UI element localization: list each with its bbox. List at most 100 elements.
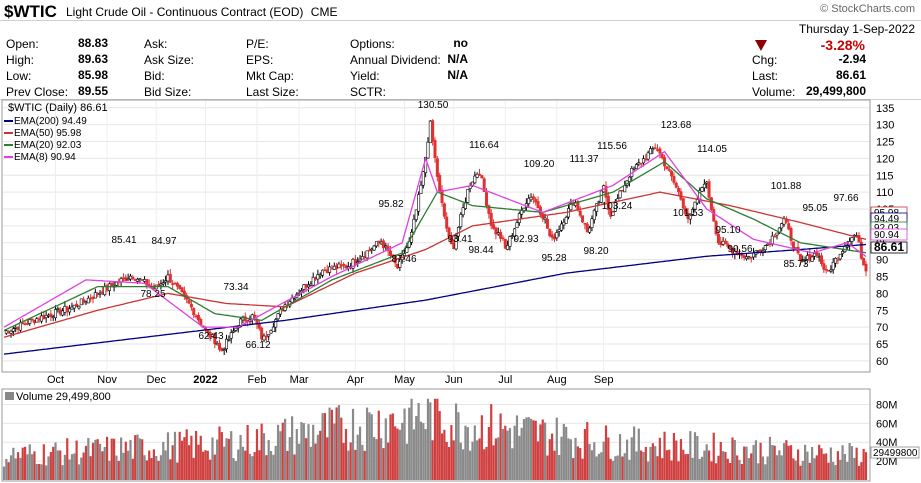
y-tick-label: 80 — [876, 288, 888, 300]
candle-body — [836, 259, 840, 261]
candle-body — [39, 315, 43, 322]
volume-bar — [358, 426, 362, 480]
volume-last-box — [870, 446, 920, 459]
candle-body — [51, 316, 55, 319]
volume-bar — [150, 457, 153, 480]
volume-bar — [54, 442, 57, 480]
volume-bar — [211, 437, 214, 480]
volume-tick-label: 40M — [876, 437, 897, 449]
volume-bar — [279, 431, 282, 480]
volume-bar — [84, 445, 88, 480]
candle-body — [461, 207, 465, 216]
volume-bar — [47, 456, 50, 480]
candle-body — [75, 303, 79, 308]
ask-label: Ask: — [144, 37, 168, 51]
volume-bar — [522, 419, 526, 480]
candle-body — [89, 297, 93, 300]
chg-label: Chg: — [752, 53, 778, 67]
volume-bar — [5, 458, 8, 480]
candle-body — [374, 241, 378, 247]
price-annotation: 95.05 — [802, 203, 827, 214]
volume-bar — [778, 450, 781, 480]
candle-body — [91, 296, 95, 299]
legend-ema50: EMA(50) 95.98 — [14, 128, 82, 139]
volume-bar — [703, 450, 706, 480]
volume-bar — [497, 437, 500, 480]
candle-body — [496, 232, 500, 235]
candle-body — [61, 310, 65, 316]
price-annotation: 92.93 — [513, 234, 538, 245]
candle-body — [302, 284, 306, 290]
volume-bar — [223, 446, 226, 480]
volume-bar — [511, 448, 514, 480]
candle-body — [47, 314, 51, 317]
volume-bar — [581, 458, 584, 480]
candle-body — [442, 203, 446, 217]
volume-bar — [61, 465, 64, 480]
volume-bar — [255, 429, 259, 480]
volume-bar — [635, 451, 638, 480]
candle-body — [56, 308, 60, 310]
candle-body — [98, 292, 102, 295]
volume-bar — [836, 451, 839, 480]
pct-change: -3.28% — [820, 37, 865, 53]
candle-body — [613, 202, 617, 212]
volume-bar — [424, 429, 427, 480]
options-label: Options: — [350, 37, 395, 51]
volume-bar — [347, 450, 350, 480]
volume-bar — [616, 455, 619, 480]
copyright: © StockCharts.com — [820, 3, 915, 15]
volume-bar — [403, 408, 406, 480]
volume-bar — [351, 408, 355, 480]
volume-bar — [166, 432, 170, 480]
volume-bar — [698, 458, 701, 480]
volume-bar — [349, 442, 352, 480]
candle-body — [595, 203, 599, 212]
candle-body — [304, 283, 308, 288]
volume-bar — [368, 412, 371, 480]
candle-body — [834, 257, 838, 264]
price-annotation: 95.82 — [378, 199, 403, 210]
candle-body — [489, 212, 493, 226]
y-tick-label: 130 — [876, 120, 894, 132]
volume-bar — [216, 439, 219, 480]
sctr-label: SCTR: — [350, 85, 386, 99]
candle-body — [96, 293, 100, 295]
candle-body — [775, 232, 779, 236]
candle-body — [86, 297, 90, 304]
candle-body — [569, 202, 573, 211]
volume-bar — [478, 438, 481, 480]
candle-body — [222, 349, 226, 351]
volume-bar — [232, 458, 235, 480]
volume-tick-label: 60M — [876, 418, 897, 430]
candle-body — [161, 282, 165, 285]
volume-bar — [115, 455, 118, 480]
lastsize-label: Last Size: — [246, 85, 299, 99]
volume-bar — [532, 420, 535, 480]
candle-body — [84, 301, 88, 304]
candle-body — [234, 327, 238, 331]
candle-body — [857, 235, 861, 243]
y-tick-label: 115 — [876, 170, 894, 182]
price-annotation: 73.34 — [223, 282, 248, 293]
volume-bar — [96, 439, 99, 480]
volume-bar — [551, 433, 554, 480]
volume-bar — [300, 422, 303, 480]
dividend-label: Annual Dividend: — [350, 53, 441, 67]
quote-table: Open: 88.83 High: 89.63 Low: 85.98 Prev … — [0, 20, 921, 100]
volume-bar — [579, 448, 582, 480]
volume-bar — [583, 429, 587, 480]
candle-body — [77, 305, 81, 309]
volume-bar — [534, 420, 537, 480]
volume-bar — [180, 440, 184, 480]
candle-body — [503, 239, 507, 249]
volume-bar — [459, 442, 462, 480]
volume-bar — [707, 450, 711, 480]
candle-body — [559, 223, 563, 231]
volume-bar — [220, 432, 223, 480]
volume-bar — [820, 448, 823, 480]
candle-body — [4, 330, 8, 334]
volume-bar — [138, 438, 141, 480]
dividend-value: N/A — [447, 52, 468, 66]
candle-body — [777, 227, 781, 234]
